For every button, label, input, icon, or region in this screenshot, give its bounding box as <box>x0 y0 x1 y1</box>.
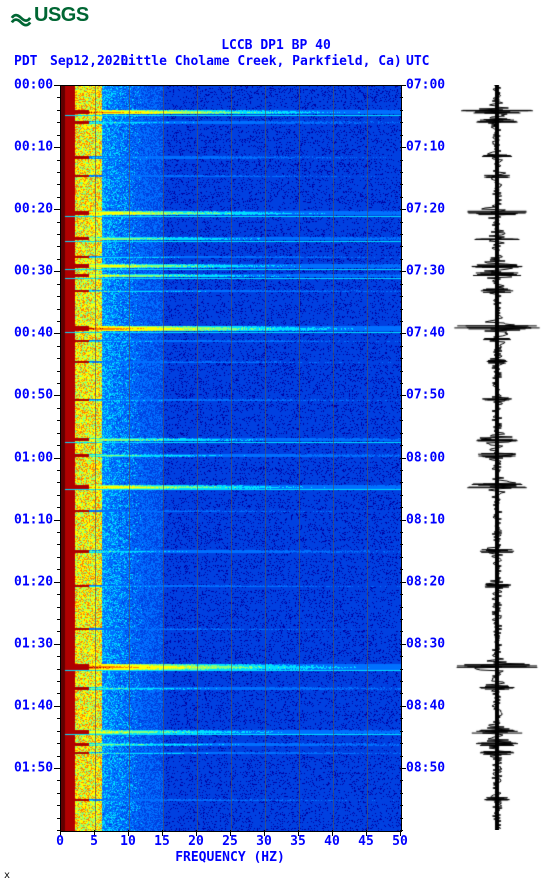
y-right-label: 08:30 <box>406 636 445 651</box>
y-axis-left-labels: 00:0000:1000:2000:3000:4000:5001:0001:10… <box>14 85 58 830</box>
date-label: Sep12,2020 <box>50 54 128 69</box>
spectrogram-canvas <box>61 86 401 831</box>
footer-mark: x <box>4 870 10 881</box>
utc-label: UTC <box>406 54 429 69</box>
y-right-label: 07:40 <box>406 326 445 341</box>
y-right-label: 07:00 <box>406 78 445 93</box>
chart-title: LCCB DP1 BP 40 <box>0 38 552 53</box>
y-left-label: 00:20 <box>14 202 53 217</box>
y-left-label: 00:10 <box>14 140 53 155</box>
y-left-label: 00:50 <box>14 388 53 403</box>
y-right-label: 08:40 <box>406 698 445 713</box>
spectrogram-plot <box>60 85 402 832</box>
y-axis-right-ticks <box>400 85 406 830</box>
x-label: 20 <box>188 834 204 849</box>
x-label: 15 <box>154 834 170 849</box>
usgs-logo: USGS <box>10 4 89 27</box>
y-left-label: 01:30 <box>14 636 53 651</box>
x-label: 50 <box>392 834 408 849</box>
waveform-canvas <box>452 85 542 830</box>
x-label: 0 <box>56 834 64 849</box>
x-label: 35 <box>290 834 306 849</box>
y-axis-right-labels: 07:0007:1007:2007:3007:4007:5008:0008:10… <box>406 85 450 830</box>
y-left-label: 01:40 <box>14 698 53 713</box>
usgs-wave-icon <box>10 5 32 27</box>
y-left-label: 01:00 <box>14 450 53 465</box>
y-right-label: 07:50 <box>406 388 445 403</box>
y-right-label: 07:10 <box>406 140 445 155</box>
x-axis-title: FREQUENCY (HZ) <box>60 850 400 865</box>
pdt-label: PDT <box>14 54 37 69</box>
y-left-label: 00:00 <box>14 78 53 93</box>
y-left-label: 01:50 <box>14 760 53 775</box>
y-right-label: 07:20 <box>406 202 445 217</box>
x-label: 45 <box>358 834 374 849</box>
x-label: 25 <box>222 834 238 849</box>
location-label: Little Cholame Creek, Parkfield, Ca) <box>120 54 402 69</box>
y-left-label: 00:40 <box>14 326 53 341</box>
y-axis-left-ticks <box>54 85 60 830</box>
x-label: 10 <box>120 834 136 849</box>
waveform-plot <box>452 85 542 830</box>
y-right-label: 08:00 <box>406 450 445 465</box>
y-left-label: 01:20 <box>14 574 53 589</box>
y-right-label: 08:50 <box>406 760 445 775</box>
y-left-label: 01:10 <box>14 512 53 527</box>
x-label: 40 <box>324 834 340 849</box>
usgs-logo-text: USGS <box>34 4 89 27</box>
y-right-label: 08:20 <box>406 574 445 589</box>
y-right-label: 07:30 <box>406 264 445 279</box>
y-right-label: 08:10 <box>406 512 445 527</box>
x-label: 5 <box>90 834 98 849</box>
y-left-label: 00:30 <box>14 264 53 279</box>
x-label: 30 <box>256 834 272 849</box>
